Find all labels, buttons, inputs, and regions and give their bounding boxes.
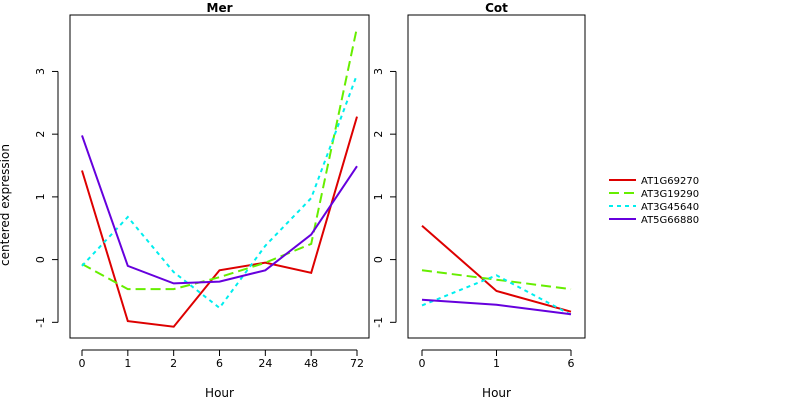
- series-line-at3g19290: [81, 27, 358, 291]
- x-tick-label: 0: [79, 357, 86, 370]
- x-tick-label: 1: [124, 357, 131, 370]
- x-tick-label: 2: [170, 357, 177, 370]
- y-tick-label: 0: [34, 256, 47, 263]
- y-tick-label: 3: [372, 68, 385, 75]
- legend-label: AT3G45640: [641, 202, 699, 213]
- x-tick-label: 6: [568, 357, 575, 370]
- y-tick-label: 1: [34, 193, 47, 200]
- y-tick-label: 0: [372, 256, 385, 263]
- legend-label: AT3G19290: [641, 189, 699, 200]
- legend-item: AT5G66880: [609, 215, 699, 226]
- series-line-at1g69270: [421, 224, 572, 313]
- x-tick-label: 48: [304, 357, 318, 370]
- series-line-at3g19290: [421, 269, 572, 291]
- chart-title: Mer: [207, 1, 233, 15]
- legend-item: AT3G19290: [609, 189, 699, 200]
- series-line-at5g66880: [421, 298, 572, 316]
- series-line-at1g69270: [81, 116, 358, 328]
- x-tick-label: 72: [350, 357, 364, 370]
- y-tick-label: 3: [34, 68, 47, 75]
- x-axis-label: Hour: [482, 386, 511, 400]
- y-tick-label: 2: [34, 131, 47, 138]
- chart-title: Cot: [485, 1, 508, 15]
- y-axis-label: centered expression: [0, 144, 12, 266]
- y-tick-label: -1: [34, 317, 47, 328]
- legend-item: AT3G45640: [609, 202, 699, 213]
- chart-panel-cot: Cot 0 1 6 Hour -1 0 1 2 3: [372, 1, 586, 400]
- series-line-at3g45640: [81, 74, 358, 310]
- series-line-at3g45640: [421, 274, 572, 316]
- x-tick-label: 0: [419, 357, 426, 370]
- legend: AT1G69270 AT3G19290 AT3G45640 AT5G66880: [609, 176, 699, 226]
- x-tick-label: 6: [216, 357, 223, 370]
- chart-panel-mer: Mer 0 1 2 6 24 48 72 Hour -1 0 1 2 3: [34, 1, 370, 400]
- legend-label: AT1G69270: [641, 176, 699, 187]
- chart-panels: Mer 0 1 2 6 24 48 72 Hour -1 0 1 2 3 Cot 0 1 6 Hour -1 0 1 2 3: [34, 1, 586, 400]
- plot-frame: [69, 14, 370, 339]
- legend-item: AT1G69270: [609, 176, 699, 187]
- y-tick-label: 1: [372, 193, 385, 200]
- series-line-at5g66880: [81, 135, 358, 285]
- plot-frame: [407, 14, 586, 339]
- x-tick-label: 1: [493, 357, 500, 370]
- x-tick-label: 24: [258, 357, 272, 370]
- y-tick-label: 2: [372, 131, 385, 138]
- y-tick-label: -1: [372, 317, 385, 328]
- x-axis-label: Hour: [205, 386, 234, 400]
- legend-label: AT5G66880: [641, 215, 699, 226]
